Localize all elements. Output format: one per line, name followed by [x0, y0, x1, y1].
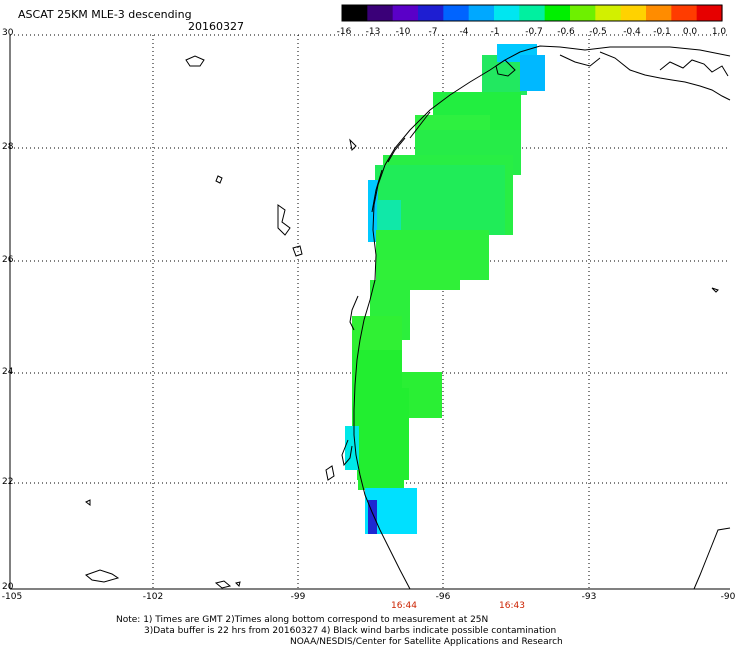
map-title: ASCAT 25KM MLE-3 descending	[18, 8, 192, 21]
lon-label: -105	[1, 592, 23, 602]
colorbar-segment	[671, 5, 698, 21]
lat-label: 28	[2, 142, 14, 152]
lon-label: -93	[581, 592, 597, 602]
colorbar-segment	[519, 5, 546, 21]
colorbar-segment	[620, 5, 647, 21]
lat-label: 26	[2, 255, 14, 265]
colorbar-tick: -0.6	[557, 27, 575, 37]
lat-label: 22	[2, 477, 14, 487]
colorbar-border	[341, 4, 723, 22]
colorbar-tick: 1.0	[711, 27, 727, 37]
colorbar-tick: -4	[459, 27, 469, 37]
colorbar-tick: -13	[365, 27, 381, 37]
colorbar-tick: -0.4	[623, 27, 641, 37]
colorbar-tick: -1	[490, 27, 500, 37]
note-line-1: Note: 1) Times are GMT 2)Times along bot…	[116, 615, 489, 625]
colorbar-segment	[342, 5, 368, 21]
colorbar-segment	[418, 5, 444, 21]
colorbar-segment	[443, 5, 470, 21]
colorbar-tick: -16	[336, 27, 352, 37]
colorbar-tick: -0.5	[589, 27, 607, 37]
lat-label: 20	[2, 582, 14, 592]
colorbar-segment	[595, 5, 622, 21]
time-label: 16:43	[499, 601, 525, 611]
lat-label: 30	[2, 28, 14, 38]
axis-ticks	[9, 35, 730, 590]
colorbar-segment	[696, 5, 723, 21]
lon-label: -90	[720, 592, 736, 602]
colorbar-segment	[646, 5, 672, 21]
lon-label: -99	[290, 592, 306, 602]
lon-label: -96	[435, 592, 451, 602]
colorbar-segment	[570, 5, 596, 21]
colorbar-tick: -7	[428, 27, 438, 37]
map-date: 20160327	[188, 20, 244, 33]
colorbar-tick: -0.7	[525, 27, 543, 37]
colorbar-segment	[392, 5, 419, 21]
colorbar-tick: -10	[395, 27, 411, 37]
colorbar	[341, 4, 723, 22]
colorbar-segment	[494, 5, 520, 21]
wind-speed-swath	[345, 44, 545, 534]
colorbar-tick: -0.1	[653, 27, 671, 37]
time-label: 16:44	[391, 601, 417, 611]
lat-label: 24	[2, 367, 14, 377]
colorbar-segment	[468, 5, 495, 21]
colorbar-segment	[544, 5, 571, 21]
colorbar-segment	[367, 5, 394, 21]
note-line-2: 3)Data buffer is 22 hrs from 20160327 4)…	[144, 626, 557, 636]
colorbar-tick: 0.0	[682, 27, 698, 37]
coastline	[85, 45, 731, 590]
lon-label: -102	[142, 592, 164, 602]
note-line-3: NOAA/NESDIS/Center for Satellite Applica…	[290, 637, 563, 647]
